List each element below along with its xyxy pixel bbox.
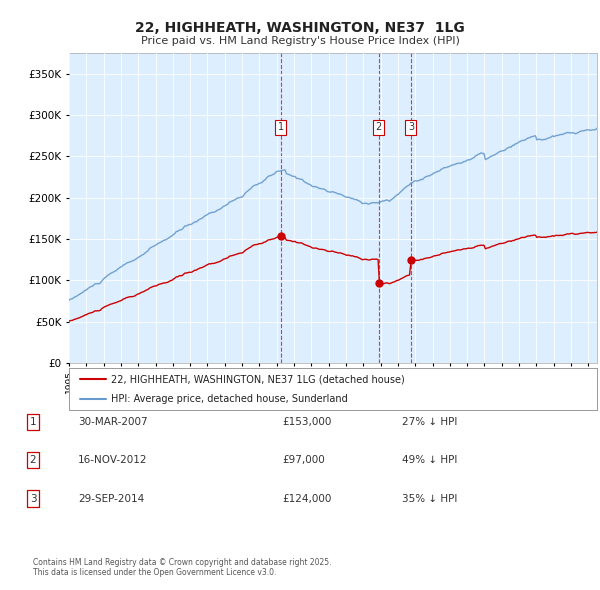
Text: 16-NOV-2012: 16-NOV-2012: [78, 455, 148, 465]
Text: Contains HM Land Registry data © Crown copyright and database right 2025.
This d: Contains HM Land Registry data © Crown c…: [33, 558, 331, 577]
Text: 22, HIGHHEATH, WASHINGTON, NE37 1LG (detached house): 22, HIGHHEATH, WASHINGTON, NE37 1LG (det…: [111, 375, 405, 385]
Text: 49% ↓ HPI: 49% ↓ HPI: [402, 455, 457, 465]
Text: 27% ↓ HPI: 27% ↓ HPI: [402, 417, 457, 427]
Text: 22, HIGHHEATH, WASHINGTON, NE37  1LG: 22, HIGHHEATH, WASHINGTON, NE37 1LG: [135, 21, 465, 35]
Text: HPI: Average price, detached house, Sunderland: HPI: Average price, detached house, Sund…: [111, 395, 348, 404]
Text: 1: 1: [29, 417, 37, 427]
Text: 2: 2: [376, 123, 382, 132]
Text: 35% ↓ HPI: 35% ↓ HPI: [402, 494, 457, 503]
Text: 3: 3: [408, 123, 414, 132]
Text: 1: 1: [278, 123, 284, 132]
Text: Price paid vs. HM Land Registry's House Price Index (HPI): Price paid vs. HM Land Registry's House …: [140, 37, 460, 46]
Text: 2: 2: [29, 455, 37, 465]
Text: £97,000: £97,000: [282, 455, 325, 465]
Text: £153,000: £153,000: [282, 417, 331, 427]
Text: 3: 3: [29, 494, 37, 503]
Text: £124,000: £124,000: [282, 494, 331, 503]
Text: 29-SEP-2014: 29-SEP-2014: [78, 494, 144, 503]
Text: 30-MAR-2007: 30-MAR-2007: [78, 417, 148, 427]
